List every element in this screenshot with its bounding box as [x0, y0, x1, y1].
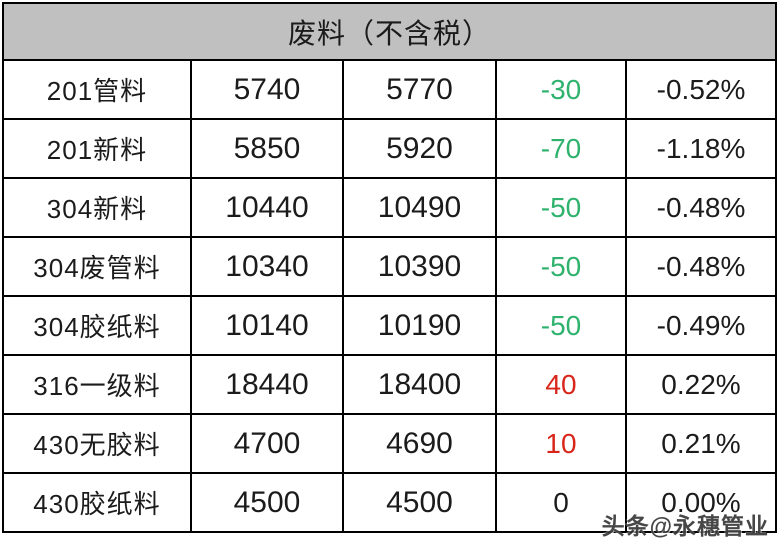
table-row: 316一级料 18440 18400 40 0.22% [2, 354, 777, 415]
change-pct-cell: 0.00% [624, 472, 777, 533]
table-body: 201管料 5740 5770 -30 -0.52% 201新料 5850 5920 -70 -1… [2, 59, 777, 533]
price-new-cell: 10140 [190, 295, 344, 356]
price-old-cell: 4690 [342, 413, 497, 474]
table-row: 201新料 5850 5920 -70 -1.18% [2, 118, 777, 179]
change-cell: -50 [495, 177, 627, 238]
table-row: 304废管料 10340 10390 -50 -0.48% [2, 236, 777, 297]
price-old-cell: 5770 [342, 59, 497, 120]
price-new-cell: 5740 [190, 59, 344, 120]
price-new-cell: 10340 [190, 236, 344, 297]
material-name-cell: 304新料 [2, 177, 192, 238]
price-old-cell: 5920 [342, 118, 497, 179]
change-cell: -50 [495, 295, 627, 356]
material-name-cell: 304废管料 [2, 236, 192, 297]
price-old-cell: 18400 [342, 354, 497, 415]
price-new-cell: 4500 [190, 472, 344, 533]
table-title: 废料（不含税） [1, 2, 777, 61]
change-cell: -30 [495, 59, 627, 120]
table-row: 430胶纸料 4500 4500 0 0.00% [2, 472, 777, 533]
material-name-cell: 430胶纸料 [2, 472, 192, 533]
change-pct-cell: 0.21% [624, 413, 777, 474]
change-pct-cell: -0.49% [624, 295, 777, 356]
material-name-cell: 316一级料 [2, 354, 192, 415]
table-row: 201管料 5740 5770 -30 -0.52% [2, 59, 777, 120]
change-cell: 10 [495, 413, 627, 474]
price-new-cell: 4700 [190, 413, 344, 474]
price-new-cell: 18440 [190, 354, 344, 415]
material-name-cell: 304胶纸料 [2, 295, 192, 356]
change-pct-cell: -1.18% [624, 118, 777, 179]
change-pct-cell: 0.22% [624, 354, 777, 415]
price-old-cell: 10490 [342, 177, 497, 238]
table-row: 304新料 10440 10490 -50 -0.48% [2, 177, 777, 238]
scrap-price-table: 废料（不含税） 201管料 5740 5770 -30 -0.52% 201新料 5850 5… [1, 2, 777, 533]
change-pct-cell: -0.48% [624, 236, 777, 297]
change-cell: 0 [495, 472, 627, 533]
change-pct-cell: -0.52% [624, 59, 777, 120]
price-new-cell: 10440 [190, 177, 344, 238]
price-old-cell: 10390 [342, 236, 497, 297]
price-old-cell: 10190 [342, 295, 497, 356]
table-row: 304胶纸料 10140 10190 -50 -0.49% [2, 295, 777, 356]
price-new-cell: 5850 [190, 118, 344, 179]
table-row: 430无胶料 4700 4690 10 0.21% [2, 413, 777, 474]
change-cell: -70 [495, 118, 627, 179]
price-old-cell: 4500 [342, 472, 497, 533]
material-name-cell: 201管料 [2, 59, 192, 120]
table-title-row: 废料（不含税） [1, 2, 777, 61]
change-cell: 40 [495, 354, 627, 415]
material-name-cell: 430无胶料 [2, 413, 192, 474]
change-pct-cell: -0.48% [624, 177, 777, 238]
material-name-cell: 201新料 [2, 118, 192, 179]
change-cell: -50 [495, 236, 627, 297]
